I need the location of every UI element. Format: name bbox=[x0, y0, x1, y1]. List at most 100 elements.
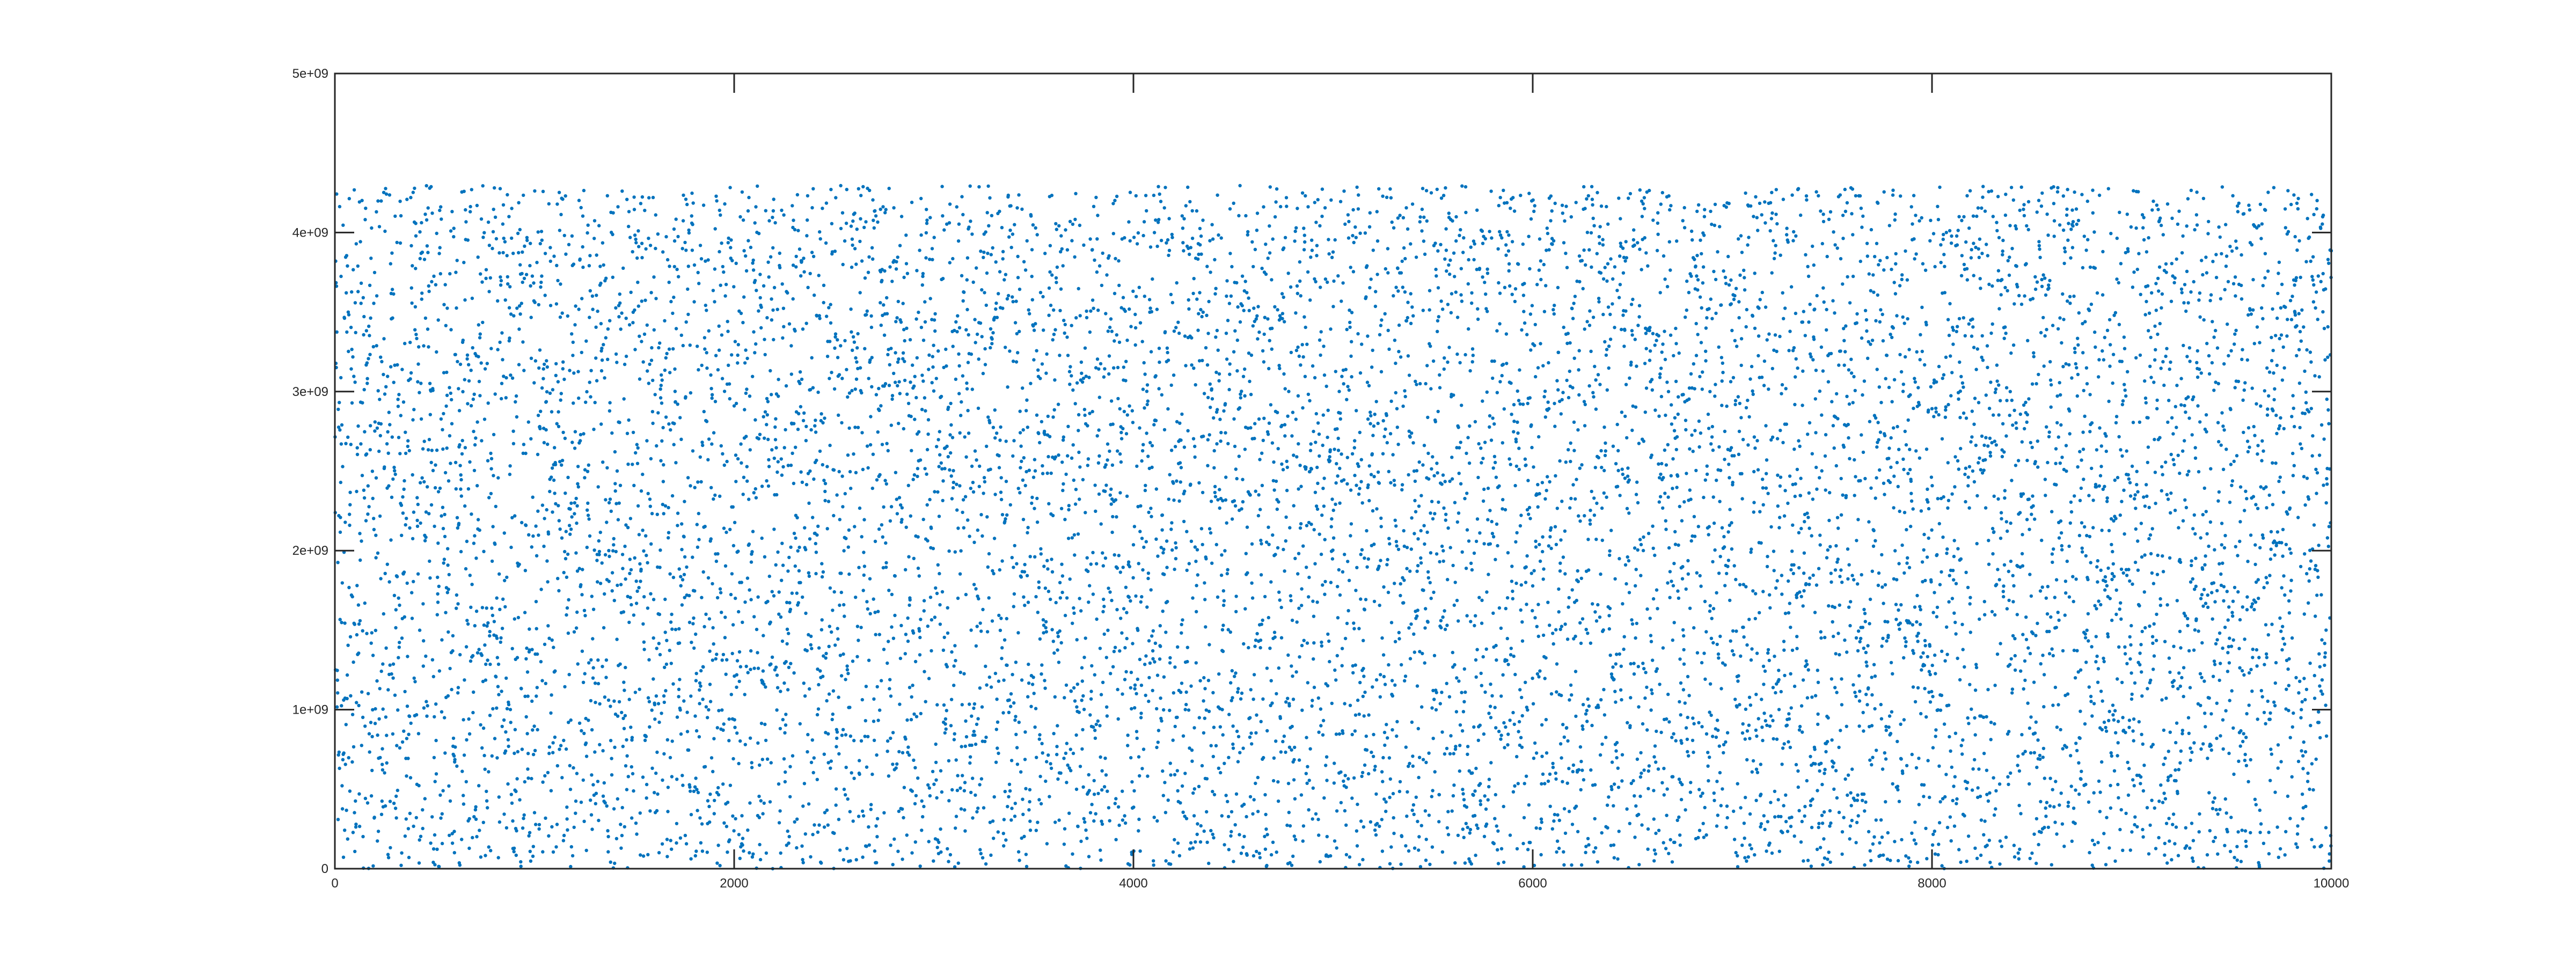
data-point bbox=[993, 408, 997, 412]
data-point bbox=[1240, 507, 1243, 511]
data-point bbox=[1064, 472, 1068, 476]
data-point bbox=[1116, 449, 1119, 453]
data-point bbox=[1164, 630, 1168, 634]
data-point bbox=[897, 380, 901, 384]
data-point bbox=[749, 598, 753, 601]
data-point bbox=[903, 339, 906, 343]
data-point bbox=[487, 290, 491, 293]
data-point bbox=[714, 657, 718, 661]
data-point bbox=[1307, 595, 1311, 599]
data-point bbox=[529, 241, 532, 245]
data-point bbox=[603, 553, 608, 557]
data-point bbox=[714, 559, 719, 563]
data-point bbox=[1056, 635, 1060, 639]
data-point bbox=[733, 718, 736, 722]
data-point bbox=[373, 722, 377, 725]
data-point bbox=[822, 283, 826, 287]
data-point bbox=[592, 428, 596, 431]
data-point bbox=[1011, 673, 1014, 677]
data-point bbox=[653, 791, 656, 795]
data-point bbox=[474, 817, 478, 821]
data-point bbox=[378, 514, 382, 518]
data-point bbox=[1092, 779, 1096, 783]
data-point bbox=[1263, 315, 1267, 319]
data-point bbox=[570, 515, 574, 519]
data-point bbox=[409, 196, 413, 200]
data-point bbox=[601, 460, 605, 464]
data-point bbox=[1113, 199, 1117, 202]
data-point bbox=[438, 793, 442, 797]
data-point bbox=[1076, 532, 1080, 536]
data-point bbox=[794, 536, 797, 540]
data-point bbox=[802, 411, 806, 415]
data-point bbox=[1129, 599, 1132, 603]
data-point bbox=[505, 254, 509, 258]
data-point bbox=[355, 701, 358, 705]
data-point bbox=[463, 504, 467, 508]
data-point bbox=[957, 392, 961, 395]
data-point bbox=[493, 542, 497, 546]
data-point bbox=[426, 206, 430, 210]
data-point bbox=[972, 583, 976, 586]
data-point bbox=[1037, 737, 1042, 741]
data-point bbox=[531, 728, 535, 732]
data-point bbox=[1129, 325, 1133, 328]
data-point bbox=[1209, 500, 1213, 503]
data-point bbox=[1167, 497, 1170, 501]
data-point bbox=[1144, 540, 1148, 544]
data-point bbox=[480, 654, 484, 657]
data-point bbox=[872, 720, 876, 723]
data-point bbox=[1077, 429, 1080, 432]
data-point bbox=[825, 314, 829, 318]
data-point bbox=[1216, 193, 1219, 197]
data-point bbox=[1314, 221, 1318, 224]
data-point bbox=[575, 504, 579, 508]
data-point bbox=[994, 760, 998, 764]
data-point bbox=[473, 534, 477, 538]
data-point bbox=[913, 766, 917, 770]
data-point bbox=[684, 395, 687, 399]
data-point bbox=[561, 360, 565, 364]
data-point bbox=[950, 497, 954, 501]
data-point bbox=[1247, 296, 1250, 300]
data-point bbox=[606, 357, 610, 361]
data-point bbox=[890, 394, 895, 398]
data-point bbox=[464, 220, 468, 224]
data-point bbox=[736, 343, 741, 347]
data-point bbox=[1132, 236, 1136, 239]
data-point bbox=[758, 296, 762, 300]
data-point bbox=[1058, 629, 1062, 633]
data-point bbox=[1285, 204, 1289, 208]
data-point bbox=[1292, 504, 1296, 508]
data-point bbox=[664, 415, 668, 419]
data-point bbox=[1268, 251, 1272, 255]
data-point bbox=[507, 339, 511, 343]
data-point bbox=[776, 550, 780, 554]
data-point bbox=[631, 321, 635, 325]
data-point bbox=[398, 241, 402, 245]
data-point bbox=[1286, 653, 1290, 657]
data-point bbox=[1223, 549, 1227, 553]
data-point bbox=[460, 438, 464, 443]
data-point bbox=[859, 194, 863, 197]
data-point bbox=[1124, 670, 1128, 674]
data-point bbox=[1240, 274, 1245, 278]
data-point bbox=[833, 346, 837, 350]
data-point bbox=[398, 603, 401, 607]
data-point bbox=[506, 275, 509, 279]
data-point bbox=[712, 497, 715, 501]
data-point bbox=[534, 524, 538, 528]
data-point bbox=[852, 776, 856, 780]
data-point bbox=[632, 789, 635, 793]
data-point bbox=[431, 674, 435, 679]
data-point bbox=[635, 443, 639, 446]
data-point bbox=[612, 537, 616, 541]
data-point bbox=[602, 781, 606, 785]
data-point bbox=[385, 733, 389, 737]
data-point bbox=[519, 864, 523, 868]
data-point bbox=[1061, 488, 1065, 493]
data-point bbox=[1326, 684, 1330, 688]
data-point bbox=[1065, 335, 1069, 339]
data-point bbox=[1203, 716, 1206, 720]
data-point bbox=[845, 664, 849, 668]
